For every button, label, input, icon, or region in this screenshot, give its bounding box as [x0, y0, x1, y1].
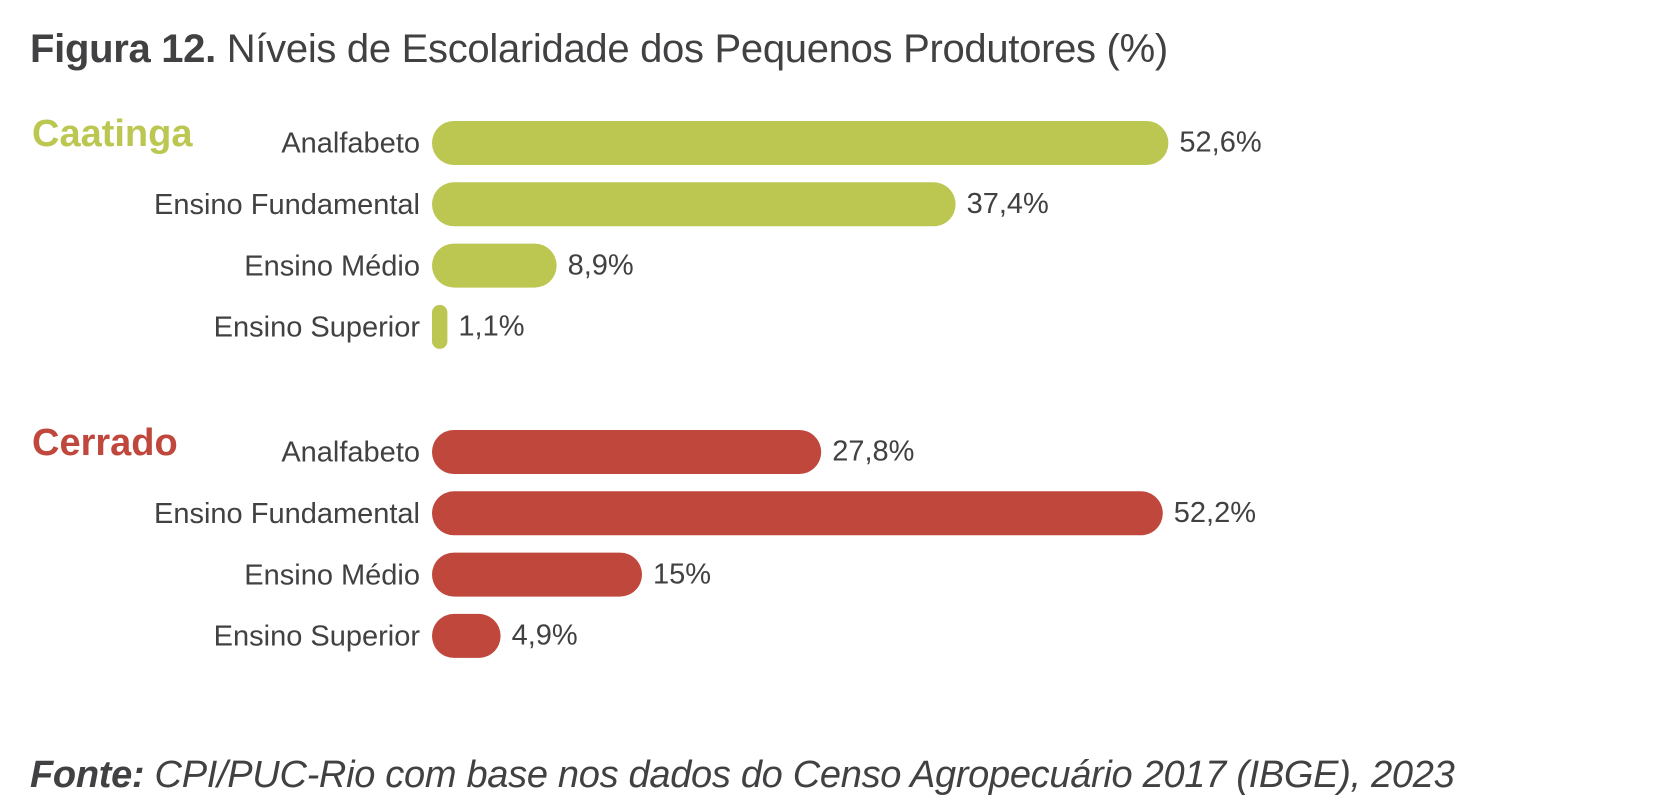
- category-label-ensino-fundamental: Ensino Fundamental: [154, 498, 420, 530]
- value-label-cerrado-analfabeto: 27,8%: [832, 436, 914, 468]
- source-label: Fonte:: [30, 754, 145, 796]
- category-label-analfabeto: Analfabeto: [281, 437, 420, 469]
- category-label-ensino-fundamental: Ensino Fundamental: [154, 189, 420, 221]
- bar-caatinga-ensino-superior: [432, 304, 448, 349]
- series-label-caatinga: Caatinga: [32, 113, 193, 155]
- bar-cerrado-ensino-medio: [432, 552, 642, 597]
- value-label-cerrado-ensino-superior: 4,9%: [512, 620, 578, 652]
- category-label-ensino-superior: Ensino Superior: [214, 621, 421, 653]
- category-label-analfabeto: Analfabeto: [281, 128, 420, 160]
- figure-number: Figura 12.: [30, 27, 216, 71]
- value-label-caatinga-ensino-medio: 8,9%: [568, 249, 634, 281]
- value-label-cerrado-ensino-medio: 15%: [653, 558, 711, 590]
- bar-caatinga-analfabeto: [432, 121, 1169, 165]
- figure-title: Figura 12. Níveis de Escolaridade dos Pe…: [30, 24, 1168, 74]
- figure-title-text: Níveis de Escolaridade dos Pequenos Prod…: [226, 27, 1168, 71]
- source-text: CPI/PUC-Rio com base nos dados do Censo …: [154, 754, 1455, 796]
- category-label-ensino-medio: Ensino Médio: [244, 559, 420, 591]
- value-label-caatinga-ensino-superior: 1,1%: [458, 311, 524, 343]
- bar-cerrado-ensino-superior: [432, 613, 501, 658]
- category-label-ensino-superior: Ensino Superior: [214, 312, 421, 344]
- series-label-cerrado: Cerrado: [32, 422, 178, 464]
- value-label-caatinga-analfabeto: 52,6%: [1179, 127, 1261, 159]
- value-label-cerrado-ensino-fundamental: 52,2%: [1174, 497, 1256, 529]
- bar-caatinga-ensino-medio: [432, 243, 557, 288]
- bar-caatinga-ensino-fundamental: [432, 182, 956, 227]
- category-label-ensino-medio: Ensino Médio: [244, 250, 420, 282]
- bar-cerrado-ensino-fundamental: [432, 491, 1163, 536]
- value-label-caatinga-ensino-fundamental: 37,4%: [967, 188, 1049, 220]
- series-cerrado: Cerrado Analfabeto 27,8% Ensino Fundamental…: [32, 422, 1256, 658]
- bar-cerrado-analfabeto: [432, 430, 822, 474]
- figure-source: Fonte: CPI/PUC-Rio com base nos dados do…: [30, 752, 1455, 798]
- series-caatinga: Caatinga Analfabeto 52,6% Ensino Fundamenta…: [32, 113, 1262, 349]
